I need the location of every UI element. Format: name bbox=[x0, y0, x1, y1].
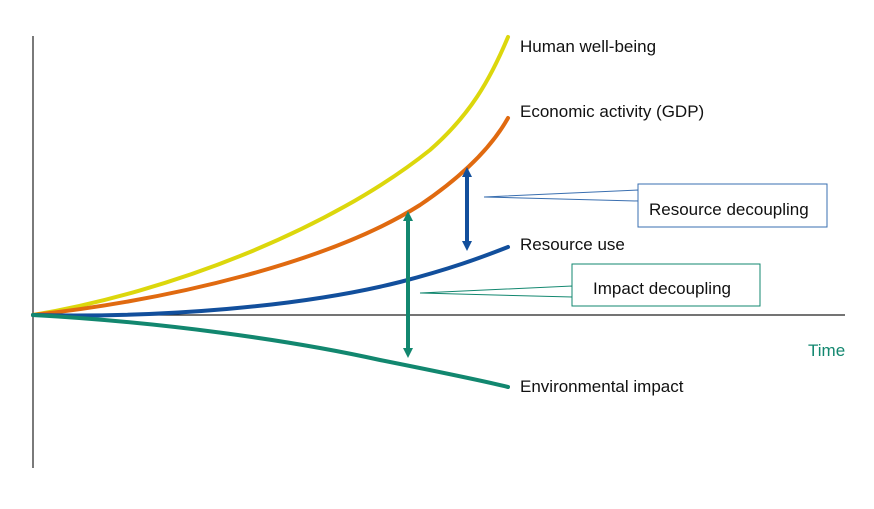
x-axis-label: Time bbox=[808, 341, 845, 360]
human-well-being-label: Human well-being bbox=[520, 37, 656, 56]
economic-activity-label: Economic activity (GDP) bbox=[520, 102, 704, 121]
resource-decoupling-pointer bbox=[483, 189, 639, 202]
resource-use-label: Resource use bbox=[520, 235, 625, 254]
economic-activity-curve bbox=[31, 116, 510, 317]
impact-decoupling-box bbox=[571, 263, 761, 307]
impact-decoupling-label: Impact decoupling bbox=[593, 279, 731, 298]
resource-decoupling-box bbox=[637, 183, 828, 228]
human-well-being-curve bbox=[31, 35, 510, 317]
impact-decoupling-pointer bbox=[419, 285, 573, 298]
environmental-impact-curve bbox=[31, 313, 510, 389]
resource-decoupling-label: Resource decoupling bbox=[649, 200, 809, 219]
resource-use-curve bbox=[31, 245, 510, 318]
environmental-impact-label: Environmental impact bbox=[520, 377, 684, 396]
